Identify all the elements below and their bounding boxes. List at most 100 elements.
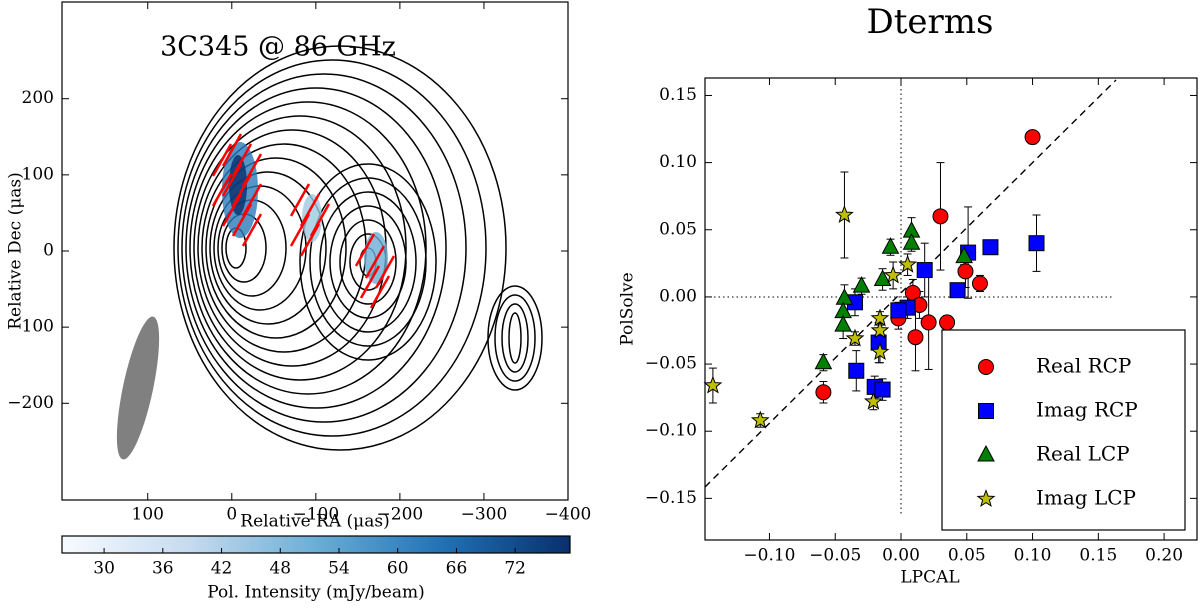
- colorbar-frame: [61, 535, 571, 554]
- x-tick-label: 0.15: [1079, 546, 1117, 566]
- marker-star: [898, 254, 918, 273]
- marker-star: [870, 320, 890, 339]
- colorbar-tick-label: 30: [93, 559, 115, 579]
- marker-circle: [939, 314, 956, 331]
- contour-line: [299, 163, 437, 361]
- evpa-vector: [299, 223, 321, 257]
- contour-line: [319, 191, 417, 333]
- contour-line: [193, 115, 407, 381]
- marker-square: [848, 362, 865, 379]
- chart-title: Dterms: [867, 2, 994, 42]
- y-tick-label: 0.00: [659, 286, 697, 306]
- colorbar-tick-label: 72: [504, 559, 526, 579]
- contour-line: [339, 219, 397, 305]
- evpa-vector: [374, 255, 396, 289]
- y-tick-label: 0.05: [659, 219, 697, 239]
- evpa-vector: [369, 275, 391, 309]
- y-tick-label: −0.05: [645, 354, 697, 374]
- evpa-vector: [231, 203, 253, 237]
- marker-square: [1028, 235, 1045, 252]
- marker-square: [982, 239, 999, 256]
- evpa-vector: [359, 265, 381, 299]
- x-tick-label: 0.05: [948, 546, 986, 566]
- marker-square: [978, 403, 994, 419]
- contour-line: [494, 294, 536, 382]
- x-tick-label: −200: [377, 505, 424, 525]
- evpa-vector: [221, 193, 243, 227]
- contour-line: [177, 59, 487, 437]
- marker-square: [916, 262, 933, 279]
- colorbar: [62, 536, 570, 553]
- x-tick-label: −100: [292, 505, 339, 525]
- colorbar-tick-label: 36: [152, 559, 174, 579]
- y-axis-label: PolSolve: [618, 272, 638, 345]
- marker-circle: [920, 314, 937, 331]
- pol-intensity: [229, 155, 247, 215]
- scatter-points: [703, 129, 1045, 429]
- marker-triangle: [814, 352, 833, 370]
- y-tick-label: −200: [7, 393, 54, 413]
- marker-circle: [932, 208, 949, 225]
- marker-triangle: [881, 237, 900, 254]
- colorbar-tick-label: 66: [446, 559, 468, 579]
- one-to-one-line: [704, 79, 1117, 488]
- contour-line: [181, 73, 467, 423]
- y-tick-label: 0.10: [659, 152, 697, 172]
- marker-circle: [815, 384, 832, 401]
- legend-label: Imag LCP: [1036, 486, 1136, 510]
- marker-square: [874, 381, 891, 398]
- contour-line: [209, 171, 327, 325]
- contour-map: [173, 45, 543, 451]
- contour-line: [173, 45, 507, 451]
- marker-triangle: [873, 269, 892, 286]
- colorbar-tick-label: 48: [269, 559, 291, 579]
- evpa-vector: [289, 213, 311, 247]
- evpa-vector: [364, 245, 386, 279]
- y-tick-label: 200: [22, 88, 54, 108]
- y-tick-label: −100: [7, 317, 54, 337]
- marker-triangle: [902, 233, 921, 250]
- x-tick-label: 0.20: [1145, 546, 1183, 566]
- marker-circle: [907, 329, 924, 346]
- y-tick-label: −0.10: [645, 421, 697, 441]
- contour-line: [309, 177, 427, 347]
- beam: [116, 316, 160, 460]
- legend-label: Real RCP: [1036, 354, 1131, 378]
- marker-triangle: [852, 276, 871, 293]
- marker-star: [835, 205, 854, 224]
- legend-label: Real LCP: [1036, 442, 1130, 466]
- right-axes-frame: [704, 77, 1198, 541]
- x-tick-label: −0.05: [809, 546, 861, 566]
- evpa-vector: [241, 213, 263, 247]
- x-tick-label: 0.00: [882, 546, 920, 566]
- x-axis-label: Relative RA (μas): [240, 512, 389, 532]
- marker-triangle: [834, 315, 852, 332]
- marker-star: [883, 265, 903, 284]
- evpa-vector: [211, 173, 233, 207]
- evpa-vector: [354, 233, 376, 267]
- marker-square: [890, 302, 907, 319]
- marker-star: [976, 489, 996, 508]
- contour-line: [487, 285, 543, 391]
- marker-star: [750, 410, 770, 429]
- x-tick-label: 0: [226, 505, 237, 525]
- contour-line: [185, 87, 447, 409]
- marker-star: [845, 328, 865, 347]
- x-axis-label: LPCAL: [900, 568, 959, 588]
- contour-line: [508, 312, 522, 364]
- colorbar-tick-label: 60: [387, 559, 409, 579]
- evpa-vector: [221, 163, 243, 197]
- x-tick-label: 100: [132, 505, 164, 525]
- marker-circle: [978, 359, 994, 375]
- colorbar-label: Pol. Intensity (mJy/beam): [207, 583, 424, 603]
- colorbar-tick-label: 42: [211, 559, 233, 579]
- y-tick-label: 100: [22, 164, 54, 184]
- marker-star: [703, 375, 723, 394]
- marker-circle: [971, 275, 988, 292]
- evpa-vector: [289, 183, 311, 217]
- evpa-vector: [221, 133, 243, 167]
- x-tick-label: −400: [545, 505, 592, 525]
- annotation: 3C345 @ 86 GHz: [160, 32, 396, 63]
- marker-circle: [957, 263, 974, 280]
